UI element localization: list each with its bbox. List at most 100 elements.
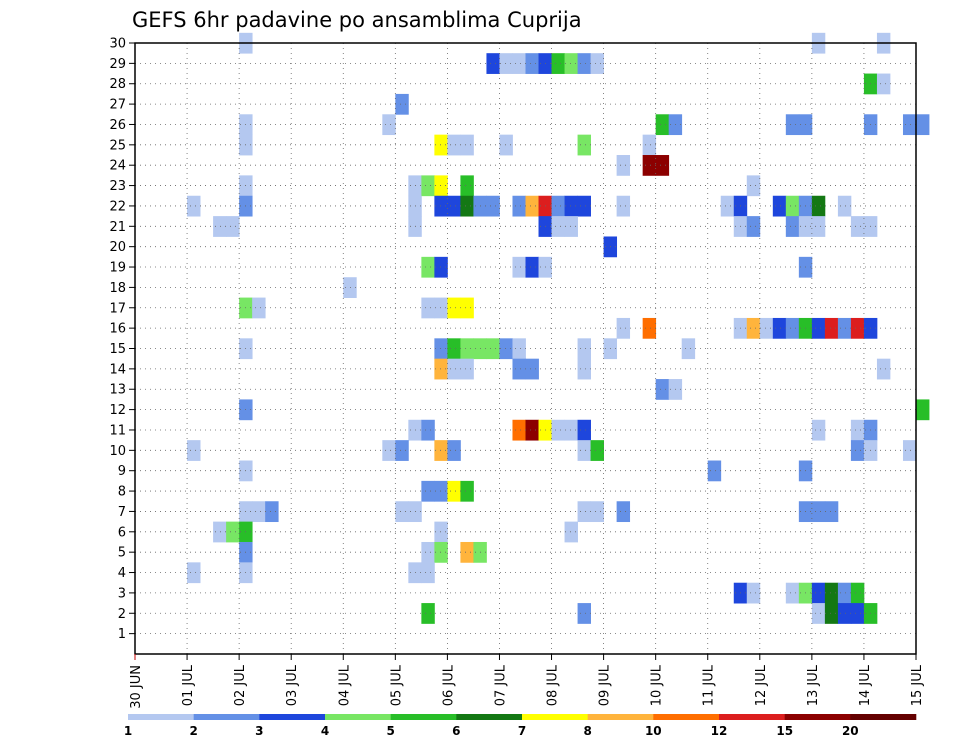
colorbar-label: 7 — [518, 724, 526, 738]
heatmap-cell — [460, 358, 474, 380]
y-tick-label: 12 — [109, 403, 126, 418]
heatmap-cell — [421, 541, 435, 563]
heatmap-cell — [590, 53, 604, 74]
heatmap-cell — [421, 562, 435, 584]
heatmap-cell — [187, 562, 201, 584]
heatmap-cell — [551, 216, 565, 237]
x-tick-label: 11 JUL — [702, 664, 717, 706]
heatmap-cell — [616, 155, 631, 176]
colorbar-swatch — [259, 714, 326, 720]
heatmap-cell — [187, 440, 201, 461]
colorbar-swatch — [784, 714, 851, 720]
heatmap-cell — [746, 317, 761, 339]
heatmap-cell — [460, 195, 474, 217]
heatmap-cell — [434, 256, 448, 278]
colorbar-label: 15 — [776, 724, 793, 738]
heatmap-cell — [811, 582, 826, 604]
x-tick-label: 04 JUL — [337, 664, 352, 706]
heatmap-cell — [460, 175, 474, 197]
y-tick-label: 3 — [118, 586, 126, 601]
heatmap-cell — [564, 521, 578, 543]
colorbar-label: 1 — [124, 724, 132, 738]
heatmap-cell — [837, 317, 852, 339]
heatmap-cell — [577, 440, 591, 461]
colorbar-swatch — [325, 714, 391, 720]
heatmap-cell — [447, 440, 461, 461]
x-tick-label: 14 JUL — [858, 664, 873, 706]
heatmap-cell — [512, 256, 526, 278]
heatmap-cell — [850, 317, 865, 339]
heatmap-cell — [837, 582, 852, 604]
heatmap-cell — [616, 317, 631, 339]
heatmap-cell — [525, 358, 539, 380]
x-tick-label: 12 JUL — [754, 664, 769, 706]
heatmap-cell — [382, 114, 396, 136]
y-tick-label: 7 — [118, 505, 126, 520]
heatmap-cell — [447, 338, 461, 360]
heatmap-cell — [824, 582, 839, 604]
y-tick-label: 4 — [118, 566, 126, 581]
heatmap-cell — [850, 603, 865, 624]
x-tick-label: 13 JUL — [806, 664, 821, 706]
y-tick-label: 10 — [109, 444, 126, 459]
heatmap-cell — [187, 195, 201, 217]
heatmap-cell — [434, 440, 448, 461]
heatmap-cell — [434, 358, 448, 380]
heatmap-cell — [447, 195, 461, 217]
x-tick-label: 30 JUN — [129, 665, 144, 709]
y-tick-label: 25 — [109, 138, 126, 153]
colorbar-label: 6 — [452, 724, 460, 738]
heatmap-cell — [616, 195, 631, 217]
heatmap-cell — [382, 440, 396, 461]
heatmap-cell — [499, 134, 513, 156]
heatmap-cell — [681, 338, 696, 360]
heatmap-cell — [642, 317, 657, 339]
heatmap-cell — [486, 53, 500, 74]
y-tick-label: 14 — [109, 362, 126, 377]
heatmap-cell — [499, 53, 513, 74]
heatmap-cell — [486, 195, 500, 217]
heatmap-cell — [876, 358, 891, 380]
y-tick-label: 30 — [109, 37, 126, 52]
heatmap-cell — [916, 399, 930, 421]
heatmap-cell — [395, 93, 409, 115]
heatmap-cell — [512, 419, 526, 441]
heatmap-cell — [850, 582, 865, 604]
heatmap-cell — [642, 155, 657, 176]
heatmap-cell — [551, 195, 565, 217]
heatmap-cell — [551, 419, 565, 441]
heatmap-cell — [213, 521, 227, 543]
heatmap-cell — [577, 603, 591, 624]
heatmap-cell — [707, 460, 722, 482]
heatmap-cell — [785, 195, 800, 217]
heatmap-cell — [746, 216, 761, 237]
y-tick-label: 16 — [109, 322, 126, 337]
heatmap-cell — [837, 195, 852, 217]
heatmap-cell — [811, 195, 826, 217]
y-tick-label: 19 — [109, 261, 126, 276]
y-tick-label: 13 — [109, 383, 126, 398]
heatmap-cell — [434, 134, 448, 156]
heatmap-cell — [642, 134, 657, 156]
heatmap-cell — [525, 53, 539, 74]
heatmap-cell — [447, 358, 461, 380]
x-tick-label: 06 JUL — [441, 664, 456, 706]
heatmap-cell — [759, 317, 774, 339]
heatmap-cell — [902, 114, 917, 136]
y-tick-label: 24 — [109, 159, 126, 174]
heatmap-cell — [564, 195, 578, 217]
y-tick-label: 21 — [109, 220, 126, 235]
heatmap-cell — [434, 195, 448, 217]
heatmap-cell — [395, 501, 409, 523]
heatmap-cell — [785, 317, 800, 339]
y-tick-label: 22 — [109, 199, 126, 214]
x-tick-label: 08 JUL — [546, 664, 561, 706]
y-tick-label: 15 — [109, 342, 126, 357]
heatmap-cell — [460, 541, 474, 563]
heatmap-cell — [434, 480, 448, 502]
heatmap-cell — [512, 53, 526, 74]
x-tick-label: 07 JUL — [494, 664, 509, 706]
colorbar-swatch — [522, 714, 588, 720]
heatmap-cell — [564, 419, 578, 441]
y-tick-label: 2 — [118, 607, 126, 622]
